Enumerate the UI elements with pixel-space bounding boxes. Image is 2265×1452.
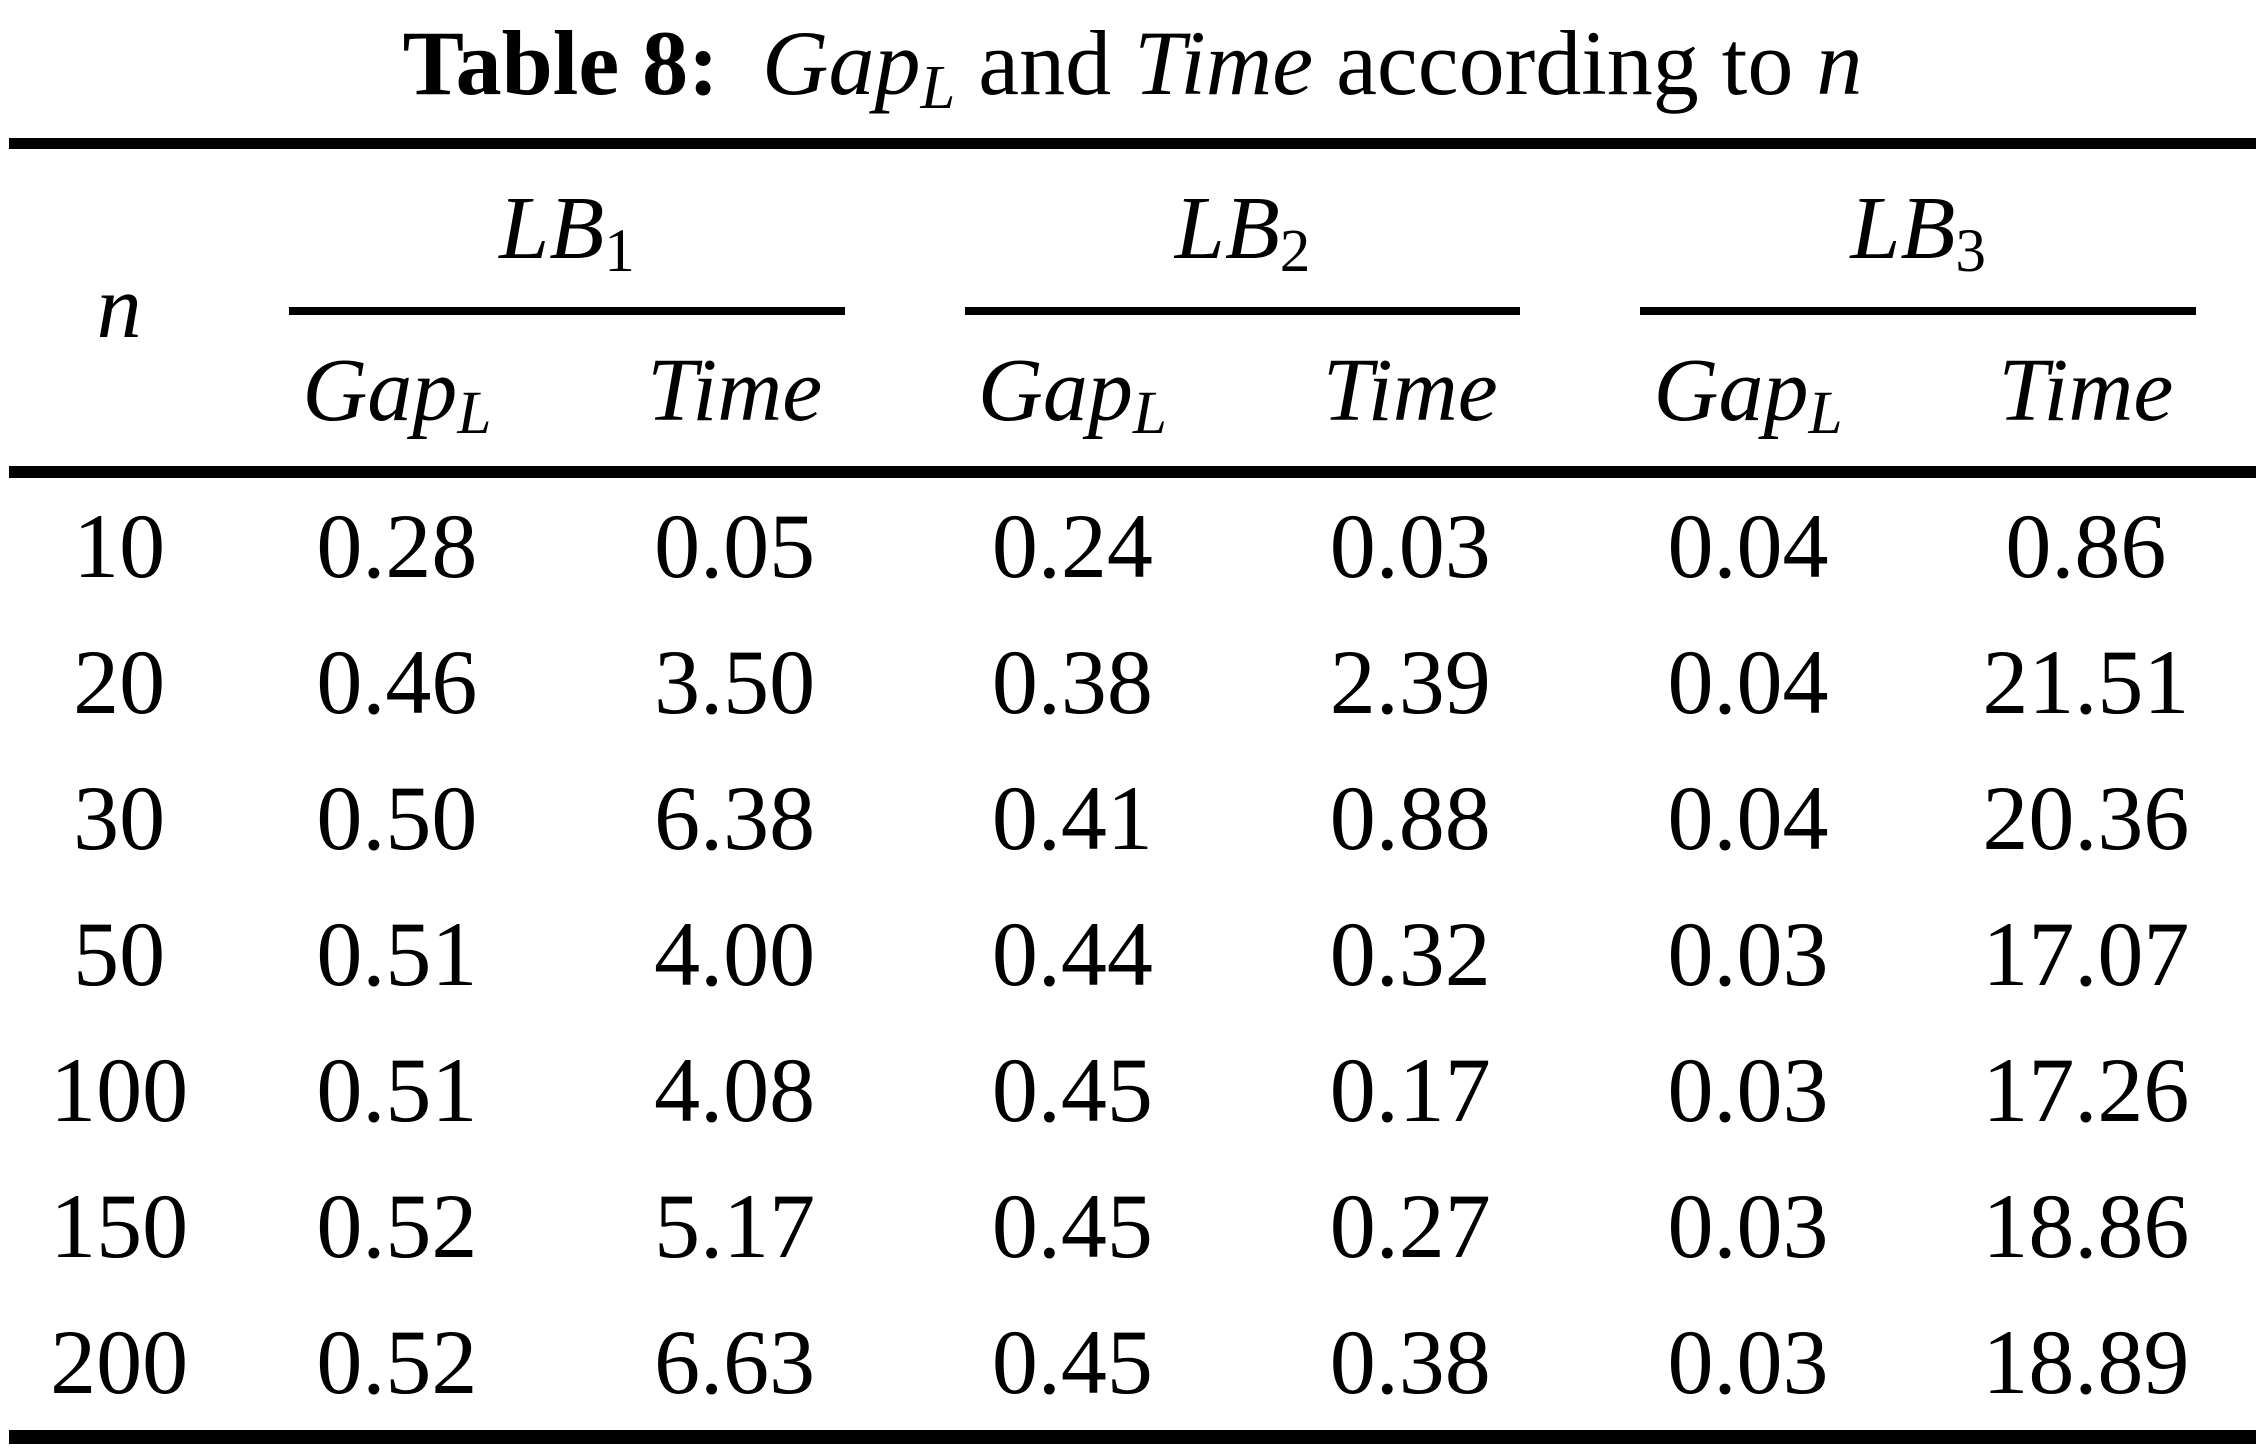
cell-time-lb3: 17.07 [1982, 903, 2190, 1005]
cell-gap-lb1: 0.51 [316, 1039, 478, 1141]
cell-n: 10 [73, 495, 166, 597]
cmidrule-lb1 [289, 307, 845, 315]
cell-n: 30 [73, 767, 166, 869]
cell-time-lb3: 21.51 [1982, 631, 2190, 733]
subheader-time-lb3: Time [1915, 315, 2256, 478]
cell-n: 150 [50, 1175, 189, 1277]
caption-according-to: according to [1336, 12, 1794, 114]
cell-gap-lb2: 0.38 [991, 631, 1153, 733]
subheader-time-lb1: Time [564, 315, 905, 478]
cell-time-lb2: 0.88 [1329, 767, 1491, 869]
cell-gap-lb3: 0.04 [1667, 495, 1829, 597]
cell-time-lb1: 5.17 [654, 1175, 816, 1277]
group-header-lb2: LB2 [1174, 178, 1311, 285]
cell-time-lb2: 0.03 [1329, 495, 1491, 597]
group-header-lb3: LB3 [1850, 178, 1986, 285]
cell-gap-lb2: 0.45 [991, 1175, 1153, 1277]
cell-time-lb2: 2.39 [1329, 631, 1491, 733]
cell-time-lb3: 18.86 [1982, 1175, 2190, 1277]
column-header-n: n [9, 143, 230, 478]
subheader-row: GapL Time GapL Time GapL Time [9, 315, 2256, 478]
cell-gap-lb3: 0.03 [1667, 1175, 1829, 1277]
cell-gap-lb3: 0.04 [1667, 631, 1829, 733]
caption-table-number: Table 8: [402, 12, 719, 114]
cell-time-lb1: 6.38 [654, 767, 816, 869]
caption-n-variable: n [1816, 12, 1863, 114]
table-row: 30 0.50 6.38 0.41 0.88 0.04 20.36 [9, 750, 2256, 886]
cell-gap-lb1: 0.46 [316, 631, 478, 733]
cell-gap-lb2: 0.45 [991, 1039, 1153, 1141]
subheader-time-lb2: Time [1240, 315, 1581, 478]
cell-gap-lb3: 0.04 [1667, 767, 1829, 869]
cell-n: 200 [50, 1311, 189, 1413]
cell-gap-lb1: 0.51 [316, 903, 478, 1005]
cell-time-lb1: 4.00 [654, 903, 816, 1005]
cell-gap-lb2: 0.44 [991, 903, 1153, 1005]
cell-time-lb2: 0.17 [1329, 1039, 1491, 1141]
cell-gap-lb3: 0.03 [1667, 903, 1829, 1005]
results-table: n LB1 LB2 LB3 GapL Time GapL Time GapL T… [9, 138, 2256, 1444]
subheader-gap-lb1: GapL [229, 315, 565, 478]
cell-time-lb1: 4.08 [654, 1039, 816, 1141]
cell-time-lb2: 0.38 [1329, 1311, 1491, 1413]
table-row: 10 0.28 0.05 0.24 0.03 0.04 0.86 [9, 472, 2256, 614]
cmidrule-row [9, 307, 2256, 315]
cell-time-lb3: 20.36 [1982, 767, 2190, 869]
caption-and-word: and [978, 12, 1112, 114]
cell-n: 50 [73, 903, 166, 1005]
cell-gap-lb1: 0.52 [316, 1175, 478, 1277]
group-header-lb1: LB1 [499, 178, 635, 285]
cmidrule-lb3 [1640, 307, 2196, 315]
cell-gap-lb1: 0.50 [316, 767, 478, 869]
cell-time-lb1: 0.05 [654, 495, 816, 597]
cell-gap-lb1: 0.28 [316, 495, 478, 597]
caption-time-term: Time [1134, 12, 1314, 114]
subheader-gap-lb3: GapL [1580, 315, 1916, 478]
cell-time-lb1: 3.50 [654, 631, 816, 733]
subheader-gap-lb2: GapL [904, 315, 1241, 478]
cell-gap-lb2: 0.45 [991, 1311, 1153, 1413]
table-row: 20 0.46 3.50 0.38 2.39 0.04 21.51 [9, 614, 2256, 750]
cell-time-lb3: 18.89 [1982, 1311, 2190, 1413]
table-caption: Table 8: GapL and Time according to n [0, 0, 2265, 138]
cell-time-lb2: 0.32 [1329, 903, 1491, 1005]
table-row: 200 0.52 6.63 0.45 0.38 0.03 18.89 [9, 1294, 2256, 1437]
cell-n: 20 [73, 631, 166, 733]
table-row: 100 0.51 4.08 0.45 0.17 0.03 17.26 [9, 1022, 2256, 1158]
cell-time-lb2: 0.27 [1329, 1175, 1491, 1277]
table-row: 150 0.52 5.17 0.45 0.27 0.03 18.86 [9, 1158, 2256, 1294]
caption-gap-term: GapL [762, 12, 956, 122]
cell-gap-lb3: 0.03 [1667, 1039, 1829, 1141]
cell-gap-lb3: 0.03 [1667, 1311, 1829, 1413]
cell-time-lb3: 0.86 [2005, 495, 2167, 597]
cell-n: 100 [50, 1039, 189, 1141]
group-header-row: n LB1 LB2 LB3 [9, 143, 2256, 478]
cell-time-lb3: 17.26 [1982, 1039, 2190, 1141]
cell-gap-lb2: 0.41 [991, 767, 1153, 869]
table-row: 50 0.51 4.00 0.44 0.32 0.03 17.07 [9, 886, 2256, 1022]
cell-gap-lb2: 0.24 [991, 495, 1153, 597]
cell-time-lb1: 6.63 [654, 1311, 816, 1413]
cell-gap-lb1: 0.52 [316, 1311, 478, 1413]
cmidrule-lb2 [964, 307, 1521, 315]
